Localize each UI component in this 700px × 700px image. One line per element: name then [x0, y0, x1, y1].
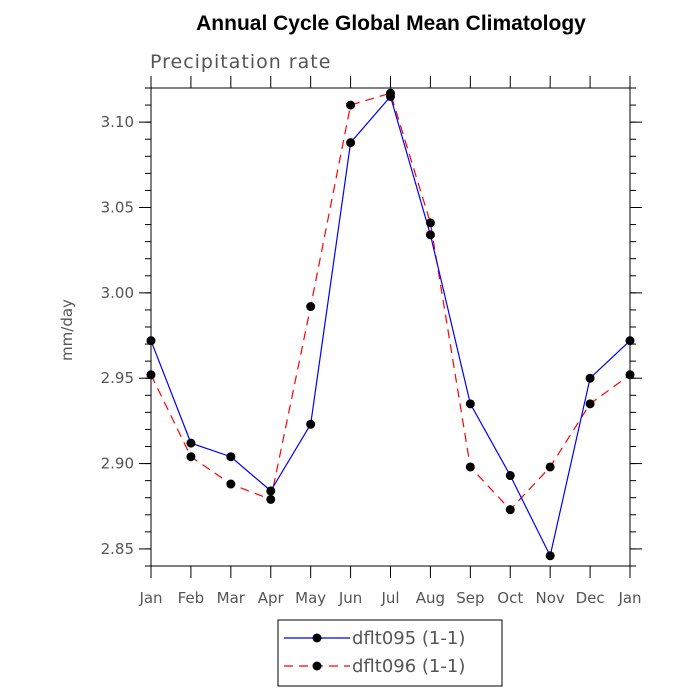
- chart-title: Annual Cycle Global Mean Climatology: [196, 12, 586, 35]
- x-tick-label: Jul: [380, 589, 399, 607]
- data-point-dflt096: [306, 302, 316, 312]
- data-point-dflt095: [266, 486, 276, 496]
- data-point-dflt095: [545, 551, 555, 561]
- y-tick-label: 3.05: [101, 199, 134, 217]
- x-tick-label: Apr: [258, 589, 285, 607]
- x-tick-label: Mar: [217, 589, 246, 607]
- data-point-dflt096: [425, 218, 435, 228]
- legend-box: [277, 619, 503, 687]
- data-point-dflt095: [226, 452, 236, 462]
- x-tick-label: Nov: [536, 589, 565, 607]
- plot-frame: [150, 87, 631, 567]
- data-point-dflt095: [186, 438, 196, 448]
- x-tick-label: Aug: [416, 589, 445, 607]
- data-point-dflt096: [226, 479, 236, 489]
- data-point-dflt095: [425, 230, 435, 240]
- x-tick-label: Oct: [497, 589, 523, 607]
- y-axis-label: mm/day: [58, 299, 76, 361]
- x-tick-label: Jan: [617, 589, 641, 607]
- x-tick-label: Dec: [576, 589, 605, 607]
- plot-area: [146, 88, 635, 561]
- y-tick-label: 3.10: [101, 113, 134, 131]
- chart-subtitle: Precipitation rate: [150, 51, 331, 73]
- data-point-dflt095: [386, 92, 395, 102]
- series-line-dflt096: [150, 92, 631, 511]
- y-tick-label: 2.90: [101, 455, 134, 473]
- data-point-dflt095: [585, 373, 595, 383]
- legend-marker-dflt096: [312, 661, 322, 671]
- data-point-dflt095: [505, 471, 515, 481]
- legend-label-dflt095: dflt095 (1-1): [352, 628, 465, 649]
- series-line-dflt095: [150, 95, 631, 558]
- data-point-dflt096: [186, 452, 196, 462]
- x-tick-label: May: [295, 589, 326, 607]
- legend: dflt095 (1-1) dflt096 (1-1): [277, 619, 503, 687]
- data-point-dflt096: [545, 462, 555, 472]
- x-tick-label: Jun: [338, 589, 362, 607]
- legend-label-dflt096: dflt096 (1-1): [352, 656, 465, 677]
- data-point-dflt095: [306, 419, 316, 429]
- data-point-dflt096: [465, 462, 475, 472]
- data-point-dflt096: [346, 100, 356, 110]
- legend-marker-dflt095: [312, 633, 322, 643]
- y-tick-label: 2.95: [101, 369, 134, 387]
- data-point-dflt096: [266, 494, 276, 504]
- x-tick-label: Feb: [178, 589, 205, 607]
- axes: 2.85 2.90 2.95 3.00 3.05 3.10 Jan Feb Mar Apr May J…: [101, 76, 642, 607]
- data-point-dflt096: [505, 505, 515, 515]
- data-point-dflt095: [465, 399, 475, 409]
- data-point-dflt095: [346, 138, 356, 148]
- x-tick-label: Jan: [138, 589, 162, 607]
- y-tick-label: 3.00: [101, 284, 134, 302]
- y-tick-label: 2.85: [101, 540, 134, 558]
- data-point-dflt096: [585, 399, 595, 409]
- x-tick-label: Sep: [456, 589, 484, 607]
